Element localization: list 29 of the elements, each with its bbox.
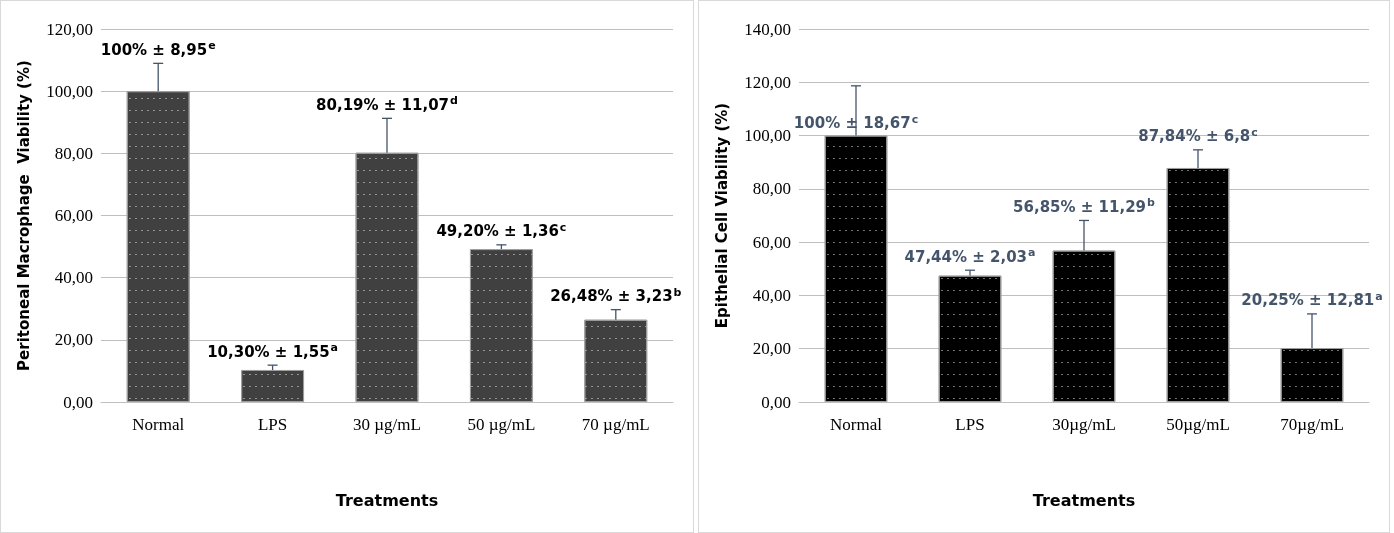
x-tick-label: Normal [132,415,185,434]
y-tick-label: 0,00 [761,392,791,412]
x-tick-label: 70µg/mL [1280,415,1344,434]
y-tick-label: 140,00 [744,19,791,39]
y-tick-label: 80,00 [752,179,791,199]
y-tick-label: 0,00 [63,392,93,412]
x-axis-title: Treatments [335,490,439,510]
x-tick-label: 30µg/mL [1052,415,1116,434]
x-axis-title: Treatments [1032,490,1136,510]
x-tick-label: 30 µg/mL [353,415,421,434]
x-tick-label: 70 µg/mL [581,415,650,434]
y-tick-label: 100,00 [744,126,791,146]
x-tick-label: Normal [830,415,883,434]
x-tick-label: LPS [955,415,985,434]
x-tick-label: LPS [257,415,288,434]
y-tick-label: 60,00 [54,206,93,225]
y-tick-label: 40,00 [54,268,93,288]
y-tick-label: 120,00 [46,19,93,39]
y-tick-label: 120,00 [744,72,791,92]
x-tick-label: 50µg/mL [1166,415,1230,434]
y-tick-label: 80,00 [54,143,93,163]
y-axis-title: Peritoneal Macrophage Viability (%) [14,60,33,371]
y-tick-label: 40,00 [752,285,791,305]
y-tick-label: 20,00 [752,339,791,359]
y-tick-label: 20,00 [54,330,93,350]
y-tick-label: 60,00 [752,232,791,252]
x-tick-label: 50 µg/mL [467,415,536,434]
y-axis-title: Epithelial Cell Viability (%) [712,102,731,329]
y-tick-label: 100,00 [46,81,93,101]
